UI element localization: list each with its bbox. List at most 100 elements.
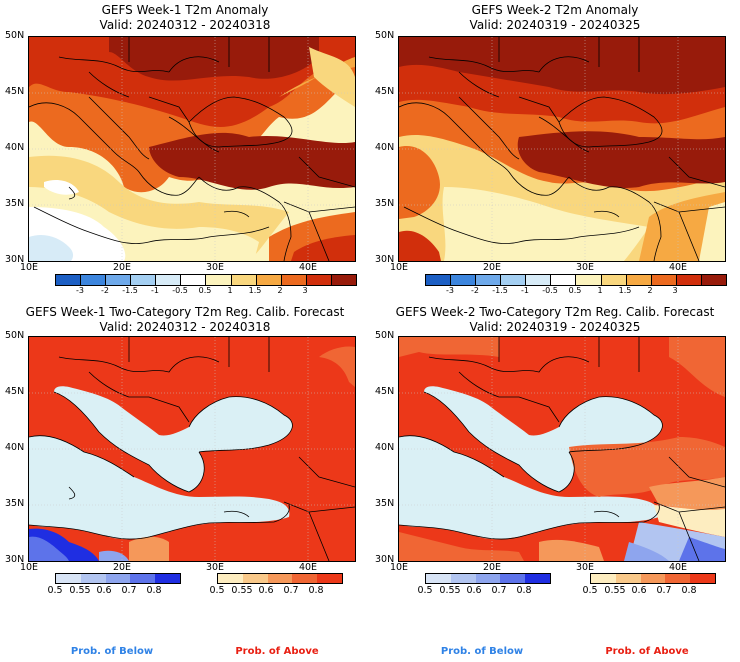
colorbar-label: 0.8: [681, 585, 697, 596]
panel-3-heading: GEFS Week-1 Two-Category T2m Reg. Calib.…: [25, 305, 345, 319]
colorbar-swatch: [665, 574, 691, 583]
colorbar-swatch: [640, 574, 666, 583]
lat-label: 40N: [375, 442, 395, 453]
panel-2-title: GEFS Week-2 T2m Anomaly Valid: 20240319 …: [370, 3, 740, 33]
colorbar-label: 0.8: [146, 585, 162, 596]
prob-below-colorbar-2: [425, 573, 551, 584]
colorbar-swatch: [501, 275, 527, 285]
colorbar-label: 0.5: [198, 286, 212, 295]
colorbar-label: -1: [151, 286, 159, 295]
lon-label: 20E: [112, 562, 132, 573]
colorbar-label: 0.7: [656, 585, 672, 596]
colorbar-swatch: [451, 275, 477, 285]
lat-label: 45N: [375, 386, 395, 397]
lon-label: 40E: [298, 562, 318, 573]
colorbar-swatch: [292, 574, 318, 583]
colorbar-swatch: [155, 574, 180, 583]
lon-label: 20E: [482, 562, 502, 573]
panel-2-heading: GEFS Week-2 T2m Anomaly: [471, 3, 639, 17]
colorbar-swatch: [476, 275, 502, 285]
colorbar-label: -0.5: [172, 286, 188, 295]
colorbar-swatch: [426, 574, 451, 583]
lat-label: 40N: [5, 142, 25, 153]
lon-label: 10E: [389, 262, 409, 273]
colorbar-swatch: [591, 574, 616, 583]
lat-label: 30N: [375, 554, 395, 565]
colorbar-label: 0.8: [516, 585, 532, 596]
colorbar-label: 0.7: [121, 585, 137, 596]
panel-4-valid: Valid: 20240319 - 20240325: [469, 320, 641, 334]
colorbar-label: 0.6: [258, 585, 274, 596]
lat-label: 30N: [5, 554, 25, 565]
prob-below-caption-2: Prob. of Below: [440, 646, 524, 657]
prob-above-colorbar-1: [217, 573, 343, 584]
colorbar-swatch: [131, 275, 157, 285]
colorbar-swatch: [525, 574, 550, 583]
colorbar-label: 0.55: [439, 585, 461, 596]
prob-below-colorbar-1: [55, 573, 181, 584]
lon-label: 20E: [112, 262, 132, 273]
panel-1-valid: Valid: 20240312 - 20240318: [99, 18, 271, 32]
colorbar-label: -1: [521, 286, 529, 295]
panel-4-heading: GEFS Week-2 Two-Category T2m Reg. Calib.…: [395, 305, 715, 319]
colorbar-label: 0.8: [308, 585, 324, 596]
map-week2-anomaly: [398, 36, 726, 262]
colorbar-label: 0.5: [568, 286, 582, 295]
colorbar-swatch: [218, 574, 243, 583]
lat-label: 45N: [5, 86, 25, 97]
lon-label: 10E: [389, 562, 409, 573]
colorbar-label: -0.5: [542, 286, 558, 295]
colorbar-swatch: [500, 574, 526, 583]
map-week1-probability: [28, 336, 356, 562]
colorbar-swatch: [626, 275, 652, 285]
lat-label: 50N: [375, 30, 395, 41]
colorbar-label: -3: [446, 286, 454, 295]
colorbar-label: 0.55: [604, 585, 626, 596]
lon-label: 30E: [205, 262, 225, 273]
colorbar-swatch: [242, 574, 268, 583]
colorbar-label: -3: [76, 286, 84, 295]
lat-label: 40N: [5, 442, 25, 453]
colorbar-label: 0.7: [491, 585, 507, 596]
colorbar-swatch: [317, 574, 342, 583]
colorbar-swatch: [81, 275, 107, 285]
panel-3-title: GEFS Week-1 Two-Category T2m Reg. Calib.…: [0, 305, 370, 335]
lon-label: 30E: [205, 562, 225, 573]
colorbar-label: -1.5: [492, 286, 508, 295]
colorbar-label: 1.5: [248, 286, 262, 295]
colorbar-swatch: [130, 574, 156, 583]
colorbar-swatch: [676, 275, 702, 285]
colorbar-swatch: [331, 275, 356, 285]
colorbar-swatch: [181, 275, 207, 285]
panel-1-heading: GEFS Week-1 T2m Anomaly: [101, 3, 269, 17]
colorbar-swatch: [526, 275, 552, 285]
colorbar-swatch: [651, 275, 677, 285]
prob-above-colorbar-2: [590, 573, 716, 584]
colorbar-label: -1.5: [122, 286, 138, 295]
colorbar-label: 3: [302, 286, 308, 295]
map-week2-probability: [398, 336, 726, 562]
lon-label: 20E: [482, 262, 502, 273]
colorbar-swatch: [56, 275, 82, 285]
map-week1-anomaly: [28, 36, 356, 262]
colorbar-swatch: [256, 275, 282, 285]
panel-1-title: GEFS Week-1 T2m Anomaly Valid: 20240312 …: [0, 3, 370, 33]
colorbar-swatch: [615, 574, 641, 583]
lat-label: 30N: [375, 254, 395, 265]
colorbar-swatch: [601, 275, 627, 285]
colorbar-swatch: [450, 574, 476, 583]
colorbar-swatch: [80, 574, 106, 583]
panel-4-title: GEFS Week-2 Two-Category T2m Reg. Calib.…: [370, 305, 740, 335]
lat-label: 45N: [375, 86, 395, 97]
lon-label: 40E: [668, 562, 688, 573]
colorbar-swatch: [105, 574, 131, 583]
lon-label: 30E: [575, 262, 595, 273]
colorbar-label: 0.6: [466, 585, 482, 596]
colorbar-label: 1.5: [618, 286, 632, 295]
colorbar-label: 3: [672, 286, 678, 295]
colorbar-swatch: [156, 275, 182, 285]
colorbar-swatch: [106, 275, 132, 285]
colorbar-label: 1: [227, 286, 233, 295]
lat-label: 50N: [375, 330, 395, 341]
prob-below-caption-1: Prob. of Below: [70, 646, 154, 657]
